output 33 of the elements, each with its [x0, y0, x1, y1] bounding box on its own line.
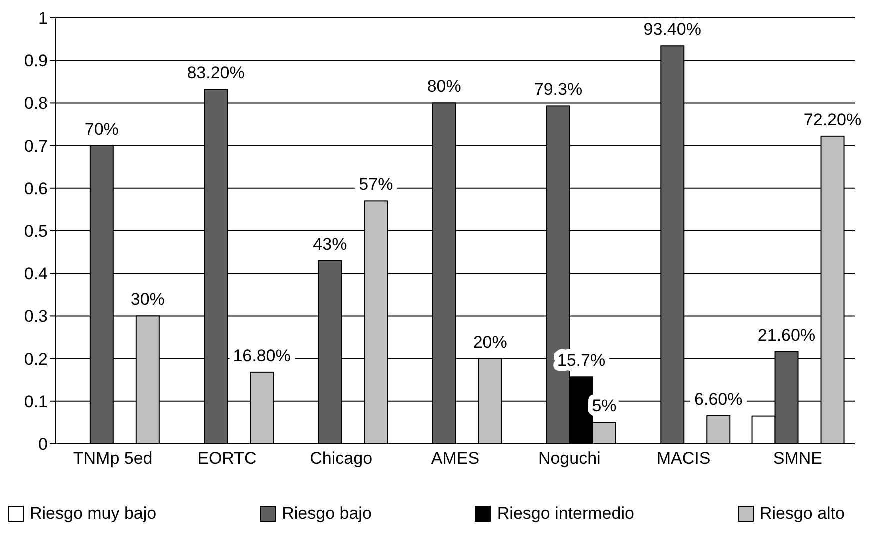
data-label: 70% [84, 120, 119, 139]
x-tick-label: TNMp 5ed [73, 449, 153, 468]
data-label: 72.20% [804, 110, 862, 130]
data-label: 93.40% [644, 20, 702, 40]
x-tick-label: Chicago [310, 449, 373, 468]
legend-label: Riesgo bajo [282, 504, 372, 524]
y-tick-label: 0.1 [24, 392, 48, 412]
y-tick-label: 0.6 [24, 179, 48, 198]
data-label: 21.60% [758, 326, 816, 345]
data-label: 79.3% [534, 80, 583, 100]
data-label: 83.20% [187, 64, 245, 83]
y-tick-label: 0.4 [24, 264, 48, 284]
y-tick-label: 0.3 [24, 307, 48, 326]
legend-label: Riesgo intermedio [497, 504, 634, 524]
y-tick-label: 1 [38, 9, 48, 28]
y-tick-label: 0.9 [24, 52, 48, 71]
bar [706, 415, 731, 444]
x-tick-label: MACIS [656, 449, 711, 468]
legend-label: Riesgo muy bajo [30, 504, 157, 524]
x-tick-label: Noguchi [538, 449, 601, 468]
x-tick-label: SMNE [773, 449, 822, 468]
y-tick-label: 0.5 [24, 222, 48, 242]
y-tick-label: 0 [38, 435, 48, 454]
y-tick-label: 0.8 [24, 94, 48, 114]
data-label: 43% [313, 234, 348, 254]
x-tick-label: EORTC [198, 449, 257, 468]
data-label: 80% [427, 77, 462, 96]
x-tick-label: AMES [431, 449, 480, 468]
data-label: 30% [130, 290, 165, 310]
y-tick-label: 0.2 [24, 350, 48, 369]
y-tick-label: 0.7 [24, 136, 48, 156]
data-label: 20% [473, 332, 508, 352]
legend-label: Riesgo alto [760, 504, 845, 524]
